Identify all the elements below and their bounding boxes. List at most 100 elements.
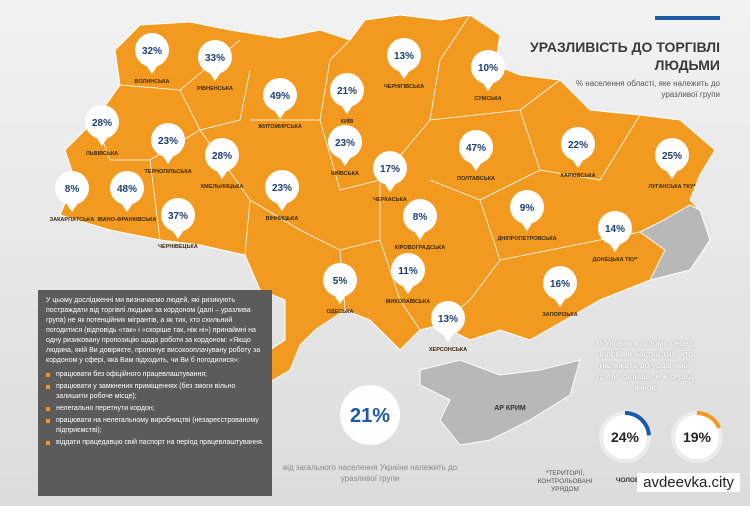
method-item: віддати працедавцю свій паспорт на періо…: [46, 438, 264, 448]
bubble: [110, 171, 144, 205]
crimea-label: АР КРИМ: [494, 405, 526, 412]
region-value: 32%: [142, 46, 162, 57]
gauge-value: 24%: [611, 429, 640, 445]
method-box: У цьому дослідженні ми визначаємо людей,…: [38, 290, 272, 496]
region-bubbles: 32% ВОЛИНСЬКА 33% РІВНЕНСЬКА 49% ЖИТОМИРСЬКА 2…: [50, 33, 696, 353]
region-name: ХЕРСОНСЬКА: [429, 347, 467, 353]
bubble: [609, 243, 621, 252]
region-name: МИКОЛАЇВСЬКА: [386, 298, 430, 305]
bubble: [403, 199, 437, 233]
region-value: 11%: [398, 266, 418, 277]
method-item: працювати без офіційного працевлаштуванн…: [46, 370, 264, 380]
bubble: [265, 170, 299, 204]
bubble: [85, 105, 119, 139]
bubble: [470, 162, 482, 171]
bubble: [151, 123, 185, 157]
region-name: ЖИТОМИРСЬКА: [257, 124, 302, 130]
bubble: [510, 190, 544, 224]
bubble: [459, 130, 493, 164]
gauge-face: [601, 413, 649, 461]
region-value: 14%: [605, 224, 625, 235]
accent-bar: [655, 16, 720, 20]
bubble: [373, 151, 407, 185]
region-value: 22%: [568, 140, 588, 151]
gauge-value: 19%: [683, 429, 712, 445]
region-value: 5%: [333, 276, 348, 287]
bubble: [198, 40, 232, 74]
subtitle: % населення області, яке належить до ура…: [575, 79, 720, 99]
bubble: [66, 203, 78, 212]
bubble: [334, 295, 346, 304]
bubble: [482, 82, 494, 91]
region-value: 16%: [550, 279, 570, 290]
region-value: 13%: [438, 314, 458, 325]
bubble: [543, 266, 577, 300]
bubble: [55, 171, 89, 205]
bubble: [172, 230, 184, 239]
region-name: ЧЕРКАСЬКА: [373, 197, 407, 203]
region-name: КИЇВСЬКА: [331, 170, 359, 177]
total-caption: від загального населення України належит…: [282, 463, 458, 483]
bubble: [162, 155, 174, 164]
region-value: 28%: [92, 118, 112, 129]
bubble: [276, 202, 288, 211]
region-name: ДОНЕЦЬКА ТКУ*: [592, 257, 638, 263]
bubble: [521, 222, 533, 231]
gender-note: В Україні в цілому серед чоловіків частк…: [596, 338, 694, 392]
bubble: [402, 285, 414, 294]
bubble: [554, 298, 566, 307]
total-circle: [340, 385, 400, 445]
bubble: [398, 70, 410, 79]
bubble: [339, 157, 351, 166]
bubble: [161, 198, 195, 232]
method-item: працювати у замкнених приміщеннях (без з…: [46, 382, 264, 402]
region-name: ХМЕЛЬНИЦЬКА: [201, 184, 244, 190]
region-name: ЗАКАРПАТСЬКА: [50, 217, 95, 223]
bubble: [209, 72, 221, 81]
title: УРАЗЛИВІСТЬ ДО ТОРГІВЛІ ЛЮДЬМИ: [530, 39, 720, 73]
region-name: КИЇВ: [341, 118, 354, 125]
bubble: [561, 127, 595, 161]
bubble: [205, 138, 239, 172]
bubble: [146, 65, 158, 74]
region-name: ПОЛТАВСЬКА: [457, 176, 495, 182]
region-name: ВОЛИНСЬКА: [134, 79, 169, 85]
bubble: [384, 183, 396, 192]
region-name: ТЕРНОПІЛЬСЬКА: [144, 169, 191, 175]
bubble: [323, 263, 357, 297]
bubble: [274, 110, 286, 119]
bubble: [341, 105, 353, 114]
bubble: [330, 73, 364, 107]
region-value: 47%: [466, 143, 486, 154]
region-name: ХАРКІВСЬКА: [560, 173, 595, 179]
bubble: [263, 78, 297, 112]
region-value: 48%: [117, 184, 137, 195]
gauge-arc: [599, 411, 651, 463]
crimea-shape: [419, 359, 581, 446]
occupied-east: [639, 204, 711, 281]
bubble: [391, 253, 425, 287]
region-value: 28%: [212, 151, 232, 162]
watermark: avdeevka.city: [637, 473, 740, 492]
bubble: [572, 159, 584, 168]
bubble: [216, 170, 228, 179]
region-value: 10%: [478, 63, 498, 74]
region-name: ВІННИЦЬКА: [266, 216, 299, 222]
method-item: нелегально перетнути кордон;: [46, 404, 264, 414]
bubble: [387, 38, 421, 72]
region-value: 13%: [394, 51, 414, 62]
bubble: [471, 50, 505, 84]
total-value: 21%: [350, 405, 390, 427]
region-value: 37%: [168, 211, 188, 222]
region-value: 49%: [270, 91, 290, 102]
bubble: [328, 125, 362, 159]
region-value: 25%: [662, 151, 682, 162]
region-name: КІРОВОГРАДСЬКА: [395, 245, 446, 251]
region-name: РІВНЕНСЬКА: [197, 86, 233, 92]
footnote: *ТЕРИТОРІЇ, КОНТРОЛЬОВАНІ УРЯДОМ: [537, 470, 593, 493]
region-value: 8%: [413, 212, 428, 223]
bubble: [442, 333, 454, 342]
